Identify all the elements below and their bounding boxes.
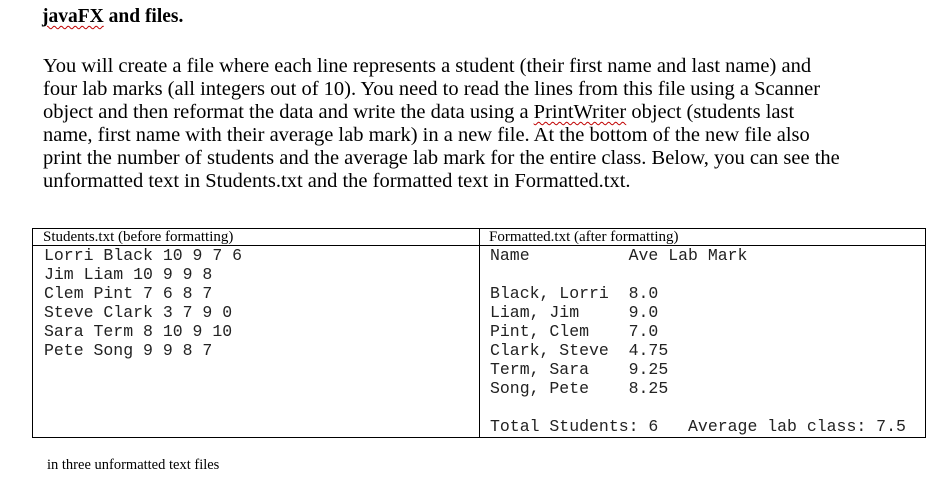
file-line: Black, Lorri 8.0 xyxy=(490,284,659,303)
file-line: Lorri Black 10 9 7 6 xyxy=(44,246,243,265)
instructions-paragraph: You will create a file where each line r… xyxy=(43,55,840,193)
misspelled-word: PrintWriter xyxy=(533,101,627,123)
formatted-file-column: Formatted.txt (after formatting) Name Av… xyxy=(480,229,925,437)
paragraph-line: four lab marks (all integers out of 10).… xyxy=(43,78,821,100)
title-misspelled-word: javaFX xyxy=(42,6,104,27)
file-line: Liam, Jim 9.0 xyxy=(490,303,659,322)
students-file-column: Students.txt (before formatting) Lorri B… xyxy=(33,229,480,437)
files-table: Students.txt (before formatting) Lorri B… xyxy=(32,228,926,438)
paragraph-line: print the number of students and the ave… xyxy=(43,147,840,169)
students-file-content: Lorri Black 10 9 7 6 Jim Liam 10 9 9 8 Cle… xyxy=(33,246,479,360)
text: object and then reformat the data and wr… xyxy=(43,101,534,123)
file-line: Song, Pete 8.25 xyxy=(490,379,669,398)
document-title: javaFX and files. xyxy=(42,6,183,28)
file-line xyxy=(490,265,925,284)
students-file-header: Students.txt (before formatting) xyxy=(33,229,479,246)
paragraph-line: name, first name with their average lab … xyxy=(43,124,810,146)
caption-text: in three unformatted text files xyxy=(47,457,220,473)
file-line: Sara Term 8 10 9 10 xyxy=(44,322,233,341)
formatted-file-header: Formatted.txt (after formatting) xyxy=(480,229,925,246)
text: object (students last xyxy=(626,101,795,123)
formatted-file-content: Name Ave Lab Mark Black, Lorri 8.0 Liam, J… xyxy=(480,246,925,436)
file-line: Name Ave Lab Mark xyxy=(490,246,748,265)
file-line: Total Students: 6 Average lab class: 7.5 xyxy=(490,417,906,436)
file-line: Pete Song 9 9 8 7 xyxy=(44,341,213,360)
file-line: Clem Pint 7 6 8 7 xyxy=(44,284,213,303)
file-line: Steve Clark 3 7 9 0 xyxy=(44,303,233,322)
paragraph-line: object and then reformat the data and wr… xyxy=(43,101,840,124)
file-line: Clark, Steve 4.75 xyxy=(490,341,669,360)
paragraph-line: unformatted text in Students.txt and the… xyxy=(43,170,631,192)
file-line xyxy=(490,398,925,417)
paragraph-line: You will create a file where each line r… xyxy=(43,55,812,77)
file-line: Pint, Clem 7.0 xyxy=(490,322,659,341)
file-line: Jim Liam 10 9 9 8 xyxy=(44,265,213,284)
file-line: Term, Sara 9.25 xyxy=(490,360,669,379)
title-rest: and files. xyxy=(103,6,184,27)
